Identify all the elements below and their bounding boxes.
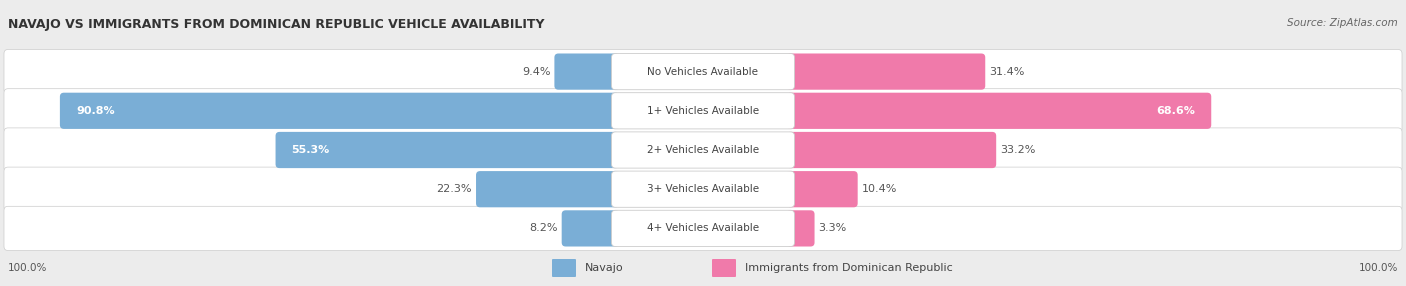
FancyBboxPatch shape [786,53,986,90]
Text: Navajo: Navajo [585,263,624,273]
Text: 68.6%: 68.6% [1156,106,1195,116]
Text: Immigrants from Dominican Republic: Immigrants from Dominican Republic [745,263,953,273]
Text: 2+ Vehicles Available: 2+ Vehicles Available [647,145,759,155]
FancyBboxPatch shape [553,259,576,277]
FancyBboxPatch shape [786,132,997,168]
FancyBboxPatch shape [561,210,620,247]
Text: 55.3%: 55.3% [291,145,330,155]
Text: 100.0%: 100.0% [8,263,48,273]
Text: 10.4%: 10.4% [862,184,897,194]
FancyBboxPatch shape [786,171,858,207]
FancyBboxPatch shape [612,171,794,207]
FancyBboxPatch shape [276,132,620,168]
Text: 33.2%: 33.2% [1000,145,1036,155]
Text: 3.3%: 3.3% [818,223,846,233]
Text: 3+ Vehicles Available: 3+ Vehicles Available [647,184,759,194]
FancyBboxPatch shape [612,53,794,90]
Text: No Vehicles Available: No Vehicles Available [648,67,758,77]
Text: 4+ Vehicles Available: 4+ Vehicles Available [647,223,759,233]
FancyBboxPatch shape [612,93,794,129]
FancyBboxPatch shape [786,210,814,247]
Text: 1+ Vehicles Available: 1+ Vehicles Available [647,106,759,116]
FancyBboxPatch shape [4,49,1402,94]
Text: 90.8%: 90.8% [76,106,114,116]
FancyBboxPatch shape [554,53,620,90]
FancyBboxPatch shape [60,93,620,129]
FancyBboxPatch shape [4,128,1402,172]
FancyBboxPatch shape [4,167,1402,211]
Text: Source: ZipAtlas.com: Source: ZipAtlas.com [1288,18,1398,28]
Text: 9.4%: 9.4% [522,67,550,77]
FancyBboxPatch shape [477,171,620,207]
FancyBboxPatch shape [612,210,794,247]
FancyBboxPatch shape [786,93,1211,129]
Text: 8.2%: 8.2% [529,223,558,233]
FancyBboxPatch shape [4,206,1402,251]
FancyBboxPatch shape [711,259,735,277]
Text: 100.0%: 100.0% [1358,263,1398,273]
FancyBboxPatch shape [4,89,1402,133]
FancyBboxPatch shape [612,132,794,168]
Text: 22.3%: 22.3% [436,184,472,194]
Text: NAVAJO VS IMMIGRANTS FROM DOMINICAN REPUBLIC VEHICLE AVAILABILITY: NAVAJO VS IMMIGRANTS FROM DOMINICAN REPU… [8,18,544,31]
Text: 31.4%: 31.4% [990,67,1025,77]
